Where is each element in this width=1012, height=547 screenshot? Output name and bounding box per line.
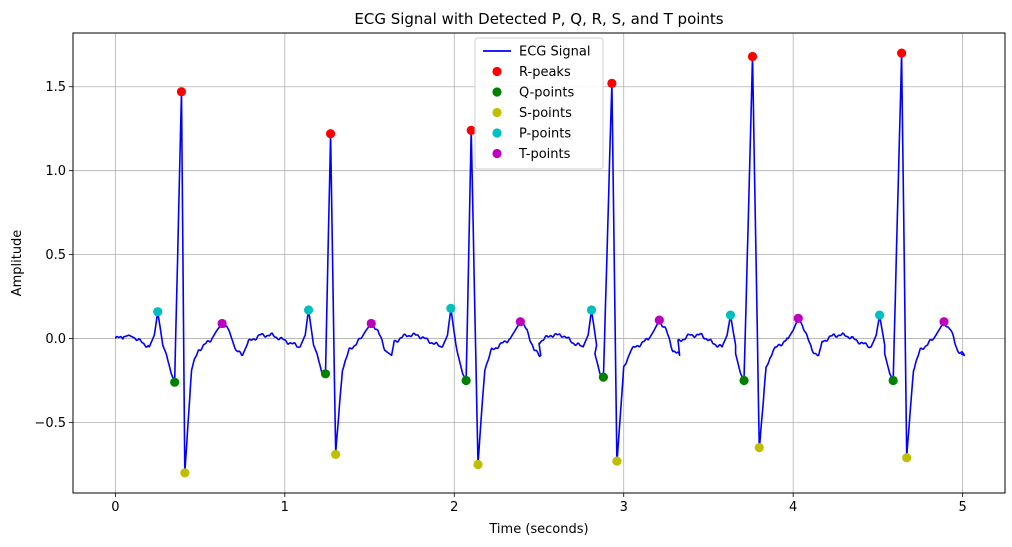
y-tick-label: −0.5 <box>34 416 66 431</box>
r-point-marker <box>176 87 187 97</box>
q-point-marker <box>320 369 331 379</box>
legend-label: T-points <box>518 147 571 162</box>
legend-marker-swatch <box>492 87 502 97</box>
legend-label: R-peaks <box>519 65 571 80</box>
y-tick-label: 0.0 <box>45 332 66 347</box>
s-point-marker <box>612 456 622 466</box>
legend-box <box>474 37 604 170</box>
p-point-marker <box>446 303 456 313</box>
chart-title: ECG Signal with Detected P, Q, R, S, and… <box>354 10 723 28</box>
x-tick-label: 4 <box>789 500 797 515</box>
x-tick-label: 2 <box>450 500 458 515</box>
s-point-marker <box>902 453 912 463</box>
x-axis-title: Time (seconds) <box>488 522 588 537</box>
s-point-marker <box>754 443 764 453</box>
grid-lines <box>73 33 1005 493</box>
x-tick-label: 5 <box>958 500 966 515</box>
ecg-signal-line <box>114 52 966 474</box>
legend-label: P-points <box>519 127 571 142</box>
y-axis-title: Amplitude <box>10 230 25 297</box>
r-point-marker <box>325 129 336 139</box>
y-tick-label: 1.0 <box>45 164 66 179</box>
r-point-marker <box>897 48 907 58</box>
s-point-marker <box>331 449 341 459</box>
x-tick-label: 3 <box>620 500 628 515</box>
p-point-marker <box>303 305 314 315</box>
axis-ticks: 0 1 2 3 4 5 −0.5 0.0 0.5 1.0 1.5 <box>34 80 966 515</box>
legend-marker-swatch <box>492 128 502 138</box>
q-point-marker <box>888 375 898 386</box>
x-tick-label: 0 <box>111 500 119 515</box>
y-tick-label: 1.5 <box>45 80 66 95</box>
plot-frame <box>72 32 1006 494</box>
p-point-marker <box>725 310 736 320</box>
plot-series <box>114 48 966 478</box>
t-point-marker <box>654 315 664 325</box>
q-point-marker <box>170 377 180 387</box>
t-point-marker <box>515 317 525 327</box>
t-point-marker <box>793 313 803 324</box>
legend-marker-swatch <box>492 66 502 77</box>
t-point-marker <box>217 318 227 329</box>
y-tick-label: 0.5 <box>45 248 66 263</box>
p-point-marker <box>153 307 163 317</box>
q-point-marker <box>598 372 608 382</box>
t-point-marker <box>366 318 376 329</box>
r-point-marker <box>607 78 617 88</box>
q-point-marker <box>739 375 749 386</box>
legend: ECG Signal R-peaks Q-points S-points P-point… <box>474 37 604 170</box>
r-point-marker <box>747 51 758 62</box>
legend-marker-swatch <box>492 148 502 159</box>
x-tick-label: 1 <box>281 500 289 515</box>
p-point-marker <box>586 305 597 315</box>
legend-label: ECG Signal <box>519 45 590 60</box>
t-point-marker <box>939 317 949 327</box>
legend-label: S-points <box>519 106 572 121</box>
legend-marker-swatch <box>492 107 502 118</box>
p-point-marker <box>875 310 885 320</box>
q-point-marker <box>461 375 471 386</box>
s-point-marker <box>180 468 190 478</box>
legend-label: Q-points <box>519 86 574 101</box>
r-point-marker <box>466 125 476 135</box>
s-point-marker <box>473 459 483 470</box>
